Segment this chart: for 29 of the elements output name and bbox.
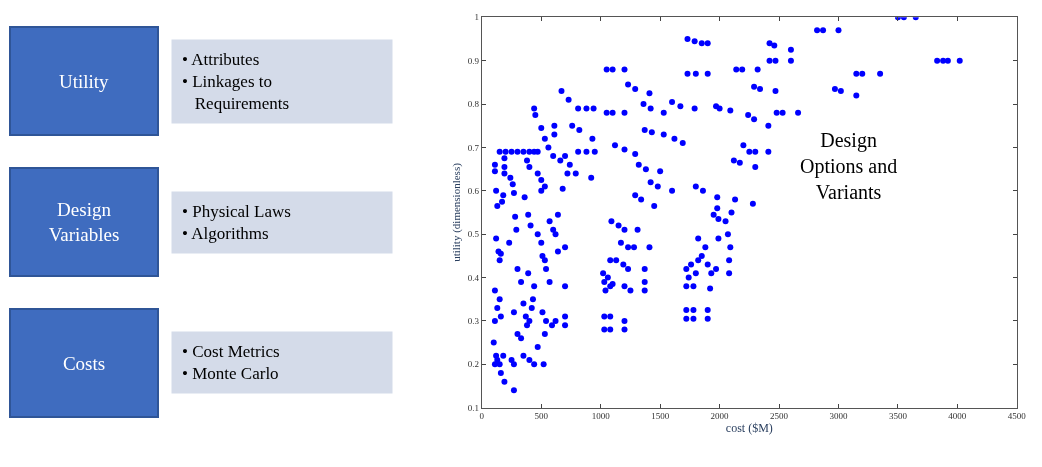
y-tick-label: 0.6 — [467, 185, 480, 196]
y-tick-label: 0.8 — [467, 99, 480, 110]
y-tick-label: 0.2 — [467, 359, 480, 370]
text: • Attributes • Linkages to Requirements — [182, 50, 290, 114]
y-axis-title: utility (dimensionless) — [450, 162, 464, 262]
x-tick-label: 2000 — [710, 411, 730, 422]
y-tick-label: 0.7 — [467, 142, 480, 153]
x-tick-label: 3500 — [888, 411, 908, 422]
x-tick-label: 0 — [479, 411, 485, 422]
y-tick-label: 0.9 — [467, 55, 480, 66]
x-tick-label: 1500 — [651, 411, 670, 422]
text: Design Variables — [48, 199, 120, 245]
y-tick-label: 0.3 — [467, 316, 480, 327]
x-tick-label: 3000 — [829, 411, 848, 422]
y-tick-label: 1 — [474, 12, 480, 23]
x-tick-label: 2500 — [770, 411, 789, 422]
x-axis-title: cost ($M) — [725, 421, 773, 436]
x-tick-label: 1000 — [591, 411, 611, 422]
y-tick-label: 0.1 — [467, 402, 480, 413]
x-tick-label: 4500 — [1007, 411, 1027, 422]
annotation: Design Options and Variants — [800, 129, 898, 203]
text: • Cost Metrics • Monte Carlo — [182, 342, 280, 384]
text: Utility — [58, 70, 110, 92]
text: • Physical Laws • Algorithms — [182, 202, 291, 244]
x-tick-label: 500 — [534, 411, 549, 422]
x-tick-label: 4000 — [948, 411, 967, 422]
text: Costs — [62, 352, 106, 374]
y-tick-label: 0.4 — [467, 272, 480, 283]
y-tick-label: 0.5 — [467, 229, 480, 240]
